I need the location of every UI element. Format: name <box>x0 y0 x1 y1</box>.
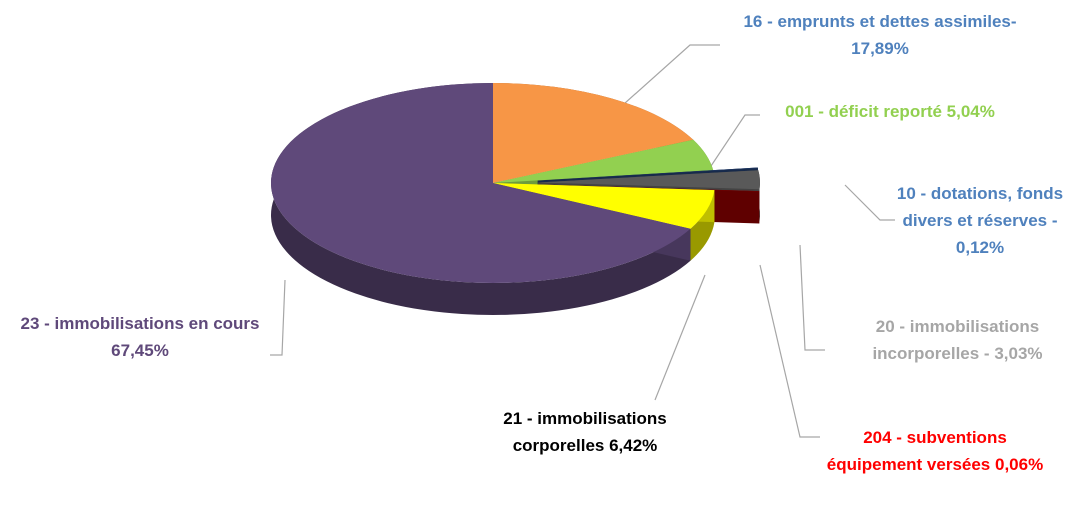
slice-category: 001 - déficit reporté <box>785 102 942 121</box>
slice-value: 5,04% <box>946 102 995 121</box>
pie-slice <box>537 167 758 181</box>
pie-slice <box>271 83 691 283</box>
leader-line <box>704 114 760 176</box>
slice-category: 21 - immobilisations corporelles <box>503 409 667 455</box>
pie-slice <box>537 170 760 190</box>
slice-value: 0,12% <box>955 238 1005 257</box>
slice-label: 20 - immobilisations incorporelles - 3,0… <box>825 313 1078 367</box>
slice-value: 6,42% <box>609 436 658 455</box>
slice-label: 204 - subventions équipement versées 0,0… <box>825 424 1045 478</box>
slice-category: 204 - subventions équipement versées <box>826 428 1007 474</box>
pie-slice <box>537 184 760 192</box>
slice-category: 10 - dotations, fonds divers et réserves… <box>896 184 1064 230</box>
slice-category: 16 - emprunts et dettes assimiles- <box>743 12 1017 31</box>
pie-slice <box>493 83 694 183</box>
pie-slice <box>493 183 715 229</box>
slice-value: 17,89% <box>851 39 909 58</box>
slice-category: 20 - immobilisations incorporelles - <box>872 317 1040 363</box>
leader-line <box>759 264 820 438</box>
leader-line <box>614 44 720 113</box>
pie-slice <box>493 139 714 183</box>
slice-value: 0,06% <box>995 455 1044 474</box>
slice-label: 10 - dotations, fonds divers et réserves… <box>895 180 1065 261</box>
leader-line <box>270 279 286 356</box>
slice-label: 001 - déficit reporté 5,04% <box>780 98 1000 125</box>
slice-value: 67,45% <box>111 341 169 360</box>
slice-label: 16 - emprunts et dettes assimiles- 17,89… <box>740 8 1020 62</box>
slice-value: 3,03% <box>994 344 1043 363</box>
slice-label: 23 - immobilisations en cours 67,45% <box>5 310 275 364</box>
slice-category: 23 - immobilisations en cours <box>20 314 260 333</box>
leader-line <box>799 244 825 351</box>
slice-label: 21 - immobilisations corporelles 6,42% <box>465 405 705 459</box>
leader-line <box>844 184 895 221</box>
leader-line <box>654 274 706 401</box>
